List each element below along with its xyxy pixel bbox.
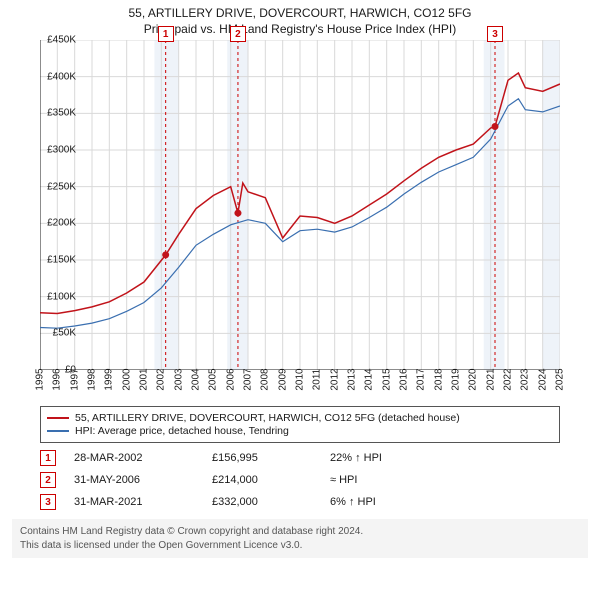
x-tick-label: 2023: [520, 368, 531, 390]
x-tick-label: 2003: [173, 368, 184, 390]
y-tick-label: £350K: [47, 108, 76, 119]
x-tick-label: 2015: [381, 368, 392, 390]
legend-item-hpi: HPI: Average price, detached house, Tend…: [47, 425, 553, 437]
sale-marker-number: 1: [40, 450, 56, 466]
sale-marker-callout: 2: [230, 26, 246, 42]
sale-price: £214,000: [212, 474, 312, 486]
x-tick-label: 1997: [69, 368, 80, 390]
x-tick-label: 2025: [555, 368, 566, 390]
x-tick-label: 1996: [52, 368, 63, 390]
sales-table-row: 2 31-MAY-2006 £214,000 ≈ HPI: [40, 469, 560, 491]
x-tick-label: 2024: [537, 368, 548, 390]
x-tick-label: 2019: [451, 368, 462, 390]
footer-attribution: Contains HM Land Registry data © Crown c…: [12, 519, 588, 558]
x-tick-label: 1999: [104, 368, 115, 390]
sale-marker-callout: 1: [158, 26, 174, 42]
sale-date: 31-MAY-2006: [74, 474, 194, 486]
sales-table-row: 1 28-MAR-2002 £156,995 22% ↑ HPI: [40, 447, 560, 469]
sale-marker-number: 3: [40, 494, 56, 510]
x-tick-label: 2011: [312, 369, 323, 391]
line-chart: [40, 40, 560, 370]
x-tick-label: 2012: [329, 368, 340, 390]
sale-date: 31-MAR-2021: [74, 496, 194, 508]
chart-title-address: 55, ARTILLERY DRIVE, DOVERCOURT, HARWICH…: [0, 0, 600, 20]
x-tick-label: 2016: [399, 368, 410, 390]
x-tick-label: 2021: [485, 368, 496, 390]
x-tick-label: 2007: [243, 368, 254, 390]
x-tick-label: 2020: [468, 368, 479, 390]
x-tick-label: 2004: [191, 368, 202, 390]
legend-swatch: [47, 417, 69, 419]
y-tick-label: £50K: [53, 328, 76, 339]
x-tick-label: 2005: [208, 368, 219, 390]
x-tick-label: 1998: [87, 368, 98, 390]
footer-line: This data is licensed under the Open Gov…: [20, 539, 580, 553]
chart-area: £0£50K£100K£150K£200K£250K£300K£350K£400…: [40, 40, 600, 400]
x-tick-label: 2010: [295, 368, 306, 390]
legend-item-property: 55, ARTILLERY DRIVE, DOVERCOURT, HARWICH…: [47, 412, 553, 424]
sale-marker-number: 2: [40, 472, 56, 488]
x-tick-label: 2013: [347, 368, 358, 390]
x-tick-label: 1995: [35, 368, 46, 390]
x-tick-label: 2017: [416, 368, 427, 390]
sales-table: 1 28-MAR-2002 £156,995 22% ↑ HPI 2 31-MAY-200…: [40, 447, 560, 513]
x-tick-label: 2018: [433, 368, 444, 390]
footer-line: Contains HM Land Registry data © Crown c…: [20, 525, 580, 539]
y-tick-label: £150K: [47, 255, 76, 266]
sale-date: 28-MAR-2002: [74, 452, 194, 464]
sale-vs-hpi: ≈ HPI: [330, 474, 450, 486]
x-tick-label: 2002: [156, 368, 167, 390]
y-tick-label: £200K: [47, 218, 76, 229]
legend: 55, ARTILLERY DRIVE, DOVERCOURT, HARWICH…: [40, 406, 560, 443]
y-tick-label: £450K: [47, 35, 76, 46]
legend-label: HPI: Average price, detached house, Tend…: [75, 425, 289, 437]
sales-table-row: 3 31-MAR-2021 £332,000 6% ↑ HPI: [40, 491, 560, 513]
x-tick-label: 2009: [277, 368, 288, 390]
x-tick-label: 2006: [225, 368, 236, 390]
chart-title-sub: Price paid vs. HM Land Registry's House …: [0, 20, 600, 40]
x-tick-label: 2014: [364, 368, 375, 390]
y-tick-label: £300K: [47, 145, 76, 156]
sale-vs-hpi: 6% ↑ HPI: [330, 496, 450, 508]
x-tick-label: 2001: [139, 368, 150, 390]
x-tick-label: 2000: [121, 368, 132, 390]
chart-container: 55, ARTILLERY DRIVE, DOVERCOURT, HARWICH…: [0, 0, 600, 590]
x-tick-label: 2022: [503, 368, 514, 390]
y-tick-label: £250K: [47, 181, 76, 192]
sale-vs-hpi: 22% ↑ HPI: [330, 452, 450, 464]
sale-price: £156,995: [212, 452, 312, 464]
sale-marker-callout: 3: [487, 26, 503, 42]
legend-label: 55, ARTILLERY DRIVE, DOVERCOURT, HARWICH…: [75, 412, 460, 424]
sale-price: £332,000: [212, 496, 312, 508]
y-tick-label: £100K: [47, 291, 76, 302]
y-tick-label: £400K: [47, 71, 76, 82]
legend-swatch: [47, 430, 69, 432]
x-tick-label: 2008: [260, 368, 271, 390]
